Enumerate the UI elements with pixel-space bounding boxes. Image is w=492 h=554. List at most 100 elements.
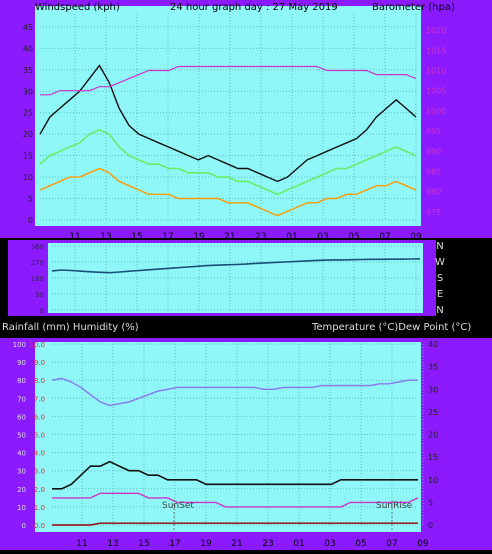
temp-x-tick: 13 <box>107 539 118 549</box>
rain-tick: 6.0 <box>34 413 45 421</box>
temp-left-tick: 70 <box>17 395 26 403</box>
rain-tick: 0.0 <box>34 522 45 530</box>
axis-tick-labels: 0510152025303540459759809859909951000100… <box>13 23 447 549</box>
rain-tick: 7.0 <box>34 395 45 403</box>
temp-right-tick: 40 <box>428 340 438 349</box>
sunrise-label: SunRise <box>376 501 413 511</box>
temp-series-line-1 <box>52 460 418 490</box>
direction-left-tick: 270 <box>31 259 44 267</box>
temp-right-tick: 35 <box>428 363 438 372</box>
temp-x-tick: 15 <box>138 539 149 549</box>
temp-right-tick: 0 <box>428 521 433 530</box>
wind-x-tick: 03 <box>317 232 328 242</box>
temp-left-tick: 20 <box>17 486 26 494</box>
wind-right-tick: 990 <box>426 147 441 156</box>
wind-right-tick: 985 <box>426 168 441 177</box>
direction-compass-label: W <box>435 257 445 268</box>
temp-right-tick: 20 <box>428 431 438 440</box>
direction-compass-label: E <box>437 289 443 300</box>
wind-x-tick: 01 <box>286 232 297 242</box>
temp-left-tick: 10 <box>17 504 26 512</box>
chart-title: 24 hour graph day : 27 May 2019 <box>170 2 338 13</box>
wind-plot-area <box>35 6 421 226</box>
wind-right-tick: 980 <box>426 188 441 197</box>
temp-x-tick: 21 <box>231 539 242 549</box>
rain-tick: 9.0 <box>34 359 45 367</box>
direction-gridlines <box>52 245 420 311</box>
wind-left-tick: 20 <box>23 130 33 139</box>
wind-series-line-0 <box>39 64 417 183</box>
temp-x-tick: 17 <box>169 539 180 549</box>
temp-x-tick: 09 <box>417 539 429 549</box>
temp-x-tick: 05 <box>355 539 366 549</box>
temp-left-tick: 40 <box>17 450 26 458</box>
wind-left-tick: 10 <box>23 173 33 182</box>
rain-tick: 5.0 <box>34 432 45 440</box>
temp-right-label: Temperature (°C)Dew Point (°C) <box>311 322 471 333</box>
temp-x-tick: 01 <box>293 539 304 549</box>
temp-right-tick: 25 <box>428 408 438 417</box>
wind-right-tick: 1015 <box>426 46 446 55</box>
wind-left-tick: 30 <box>23 87 33 96</box>
direction-series-line <box>51 258 421 274</box>
direction-left-tick: 360 <box>31 243 44 251</box>
rain-tick: 8.0 <box>34 377 45 385</box>
wind-x-tick: 11 <box>69 232 80 242</box>
wind-left-tick: 35 <box>23 66 33 75</box>
wind-x-tick: 21 <box>224 232 235 242</box>
wind-left-tick: 45 <box>23 23 33 32</box>
rain-tick: 10.0 <box>29 341 45 349</box>
temp-x-tick: 07 <box>386 539 397 549</box>
direction-compass-label: S <box>437 273 443 284</box>
temp-x-tick: 19 <box>200 539 212 549</box>
wind-x-tick: 19 <box>193 232 205 242</box>
wind-left-tick: 40 <box>23 44 33 53</box>
temp-x-tick: 23 <box>262 539 273 549</box>
sunset-label: SunSet <box>162 501 194 511</box>
temp-left-tick: 80 <box>17 377 26 385</box>
temp-right-tick: 15 <box>428 453 438 462</box>
wind-x-tick: 09 <box>410 232 422 242</box>
temp-series <box>51 377 419 526</box>
direction-compass-label: N <box>436 241 443 252</box>
temp-right-tick: 5 <box>428 498 433 507</box>
temp-left-tick: 50 <box>17 432 26 440</box>
wind-x-tick: 05 <box>348 232 359 242</box>
wind-right-label: Barometer (hpa) <box>372 2 455 13</box>
temp-series-line-2 <box>52 492 419 508</box>
temp-left-tick: 100 <box>13 341 26 349</box>
wind-left-tick: 15 <box>23 152 33 161</box>
temp-series-line-0 <box>51 377 418 407</box>
wind-x-tick: 23 <box>255 232 266 242</box>
wind-right-tick: 1010 <box>426 67 446 76</box>
rain-tick: 2.0 <box>34 486 45 494</box>
wind-right-tick: 975 <box>426 208 441 217</box>
temp-x-tick: 03 <box>324 539 335 549</box>
wind-left-tick: 5 <box>28 195 33 204</box>
wind-left-label: Windspeed (kph) <box>35 2 120 13</box>
rain-tick: 4.0 <box>34 450 45 458</box>
rain-tick: 3.0 <box>34 468 45 476</box>
wind-left-tick: 25 <box>23 109 33 118</box>
temp-right-tick: 10 <box>428 476 438 485</box>
temp-series-line-3 <box>52 522 418 526</box>
wind-series-line-1 <box>39 129 417 196</box>
wind-gridlines <box>40 14 417 221</box>
temp-left-tick: 0 <box>22 522 26 530</box>
wind-x-tick: 13 <box>100 232 111 242</box>
direction-left-tick: 180 <box>31 275 44 283</box>
wind-right-tick: 1020 <box>426 26 446 35</box>
temp-left-tick: 30 <box>17 468 26 476</box>
temp-plot-area <box>35 342 421 532</box>
rain-tick: 1.0 <box>34 504 45 512</box>
temp-left-label: Rainfall (mm) Humidity (%) <box>2 322 139 333</box>
temp-right-tick: 30 <box>428 385 438 394</box>
wind-series-line-3 <box>40 65 417 96</box>
wind-right-tick: 995 <box>426 127 441 136</box>
wind-x-tick: 15 <box>131 232 142 242</box>
wind-right-tick: 1005 <box>426 87 446 96</box>
temp-x-tick: 11 <box>76 539 87 549</box>
wind-x-tick: 07 <box>379 232 390 242</box>
direction-left-tick: 0 <box>40 307 44 315</box>
